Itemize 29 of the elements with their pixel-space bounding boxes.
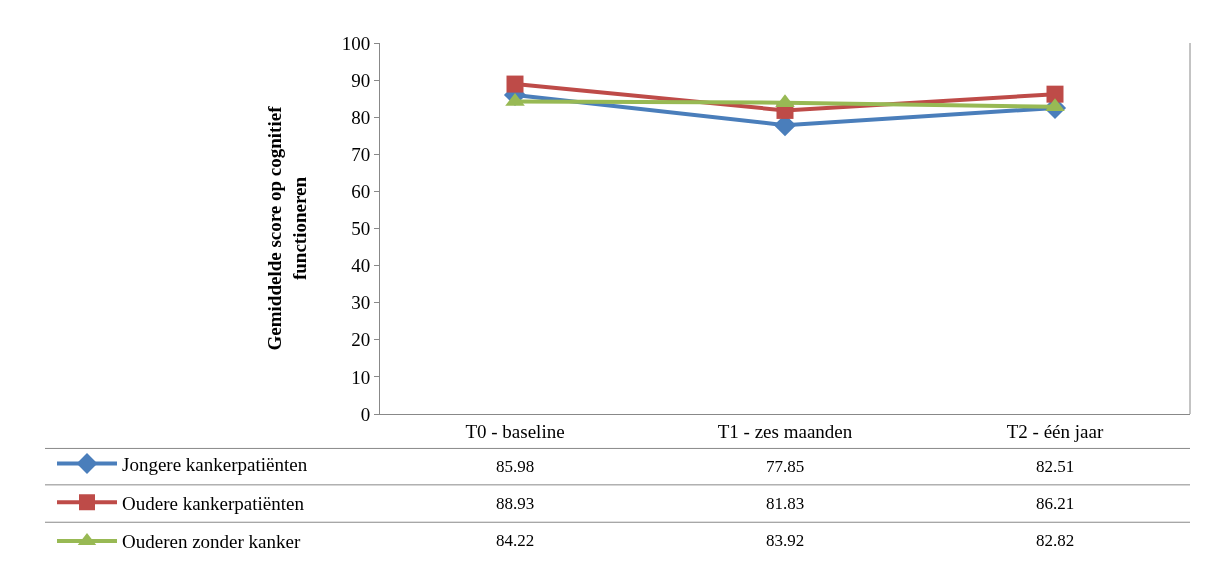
data-label: 85.98: [496, 457, 535, 476]
legend-label: Oudere kankerpatiënten: [122, 492, 305, 514]
legend-label: Jongere kankerpatiënten: [122, 453, 308, 475]
x-tick-label: T1 - zes maanden: [717, 420, 853, 442]
data-label: 86.21: [1036, 494, 1075, 513]
y-tick-label: 10: [351, 366, 371, 388]
y-tick-label: 60: [351, 181, 371, 203]
y-axis-title: Gemiddelde score op cognitief functioneren: [263, 105, 310, 351]
data-label: 84.22: [496, 531, 535, 550]
y-tick-label: 100: [341, 32, 371, 54]
y-tick-label: 70: [351, 143, 371, 165]
y-tick-label: 40: [351, 255, 371, 277]
y-tick-label: 80: [351, 106, 371, 128]
data-label: 83.92: [766, 531, 805, 550]
data-label: 88.93: [496, 494, 535, 513]
y-tick-label: 30: [351, 292, 371, 314]
data-label: 82.51: [1036, 457, 1075, 476]
y-tick-label: 0: [360, 403, 371, 425]
y-tick-label: 90: [351, 69, 371, 91]
data-label: 77.85: [766, 457, 805, 476]
x-tick-label: T2 - één jaar: [1006, 420, 1104, 442]
x-tick-label: T0 - baseline: [465, 420, 565, 442]
point: [506, 75, 524, 93]
y-tick-label: 50: [351, 218, 371, 240]
data-label: 81.83: [766, 494, 805, 513]
data-label: 82.82: [1036, 531, 1075, 550]
point: [1046, 85, 1064, 103]
y-tick-label: 20: [351, 329, 371, 351]
legend-label: Ouderen zonder kanker: [122, 531, 301, 553]
